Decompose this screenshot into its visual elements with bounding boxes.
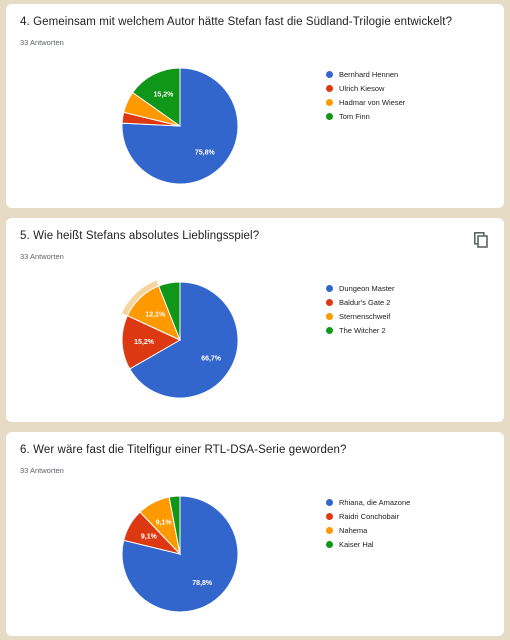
legend-item[interactable]: Baldur's Gate 2 — [326, 296, 394, 308]
legend-swatch — [326, 498, 333, 506]
legend-item[interactable]: Sternenschweif — [326, 310, 394, 322]
slice-label: 9,1% — [156, 520, 173, 527]
pie-chart: 66,7% 15,2% 12,1% — [121, 280, 239, 399]
legend-item[interactable]: Dungeon Master — [326, 282, 394, 294]
legend-swatch — [326, 112, 333, 120]
legend-item[interactable]: Nahema — [326, 524, 410, 536]
chart-legend: Rhiana, die Amazone Raidri Conchobair Nahe… — [326, 496, 410, 552]
slice-highlight — [121, 280, 159, 316]
chart-legend: Bernhard Hennen Ulrich Kiesow Hadmar von W… — [326, 68, 405, 124]
pie-slice[interactable] — [129, 281, 239, 399]
legend-item[interactable]: Ulrich Kiesow — [326, 82, 405, 94]
legend-swatch — [326, 70, 333, 78]
legend-label: Baldur's Gate 2 — [339, 297, 391, 307]
response-count: 33 Antworten — [20, 466, 64, 475]
legend-item[interactable]: Hadmar von Wieser — [326, 96, 405, 108]
legend-swatch — [326, 84, 333, 92]
legend-label: Kaiser Hal — [339, 539, 374, 549]
legend-swatch — [326, 512, 333, 520]
question-title: 6. Wer wäre fast die Titelfigur einer RT… — [20, 444, 347, 456]
legend-label: Dungeon Master — [339, 283, 395, 293]
legend-swatch — [326, 98, 333, 106]
question-title: 5. Wie heißt Stefans absolutes Lieblings… — [20, 230, 260, 242]
slice-label: 78,8% — [192, 580, 213, 587]
slice-label: 15,2% — [134, 339, 155, 346]
slice-label: 15,2% — [154, 92, 175, 99]
pie-slice[interactable] — [121, 314, 182, 370]
legend-swatch — [326, 284, 333, 292]
legend-label: Rhiana, die Amazone — [339, 497, 411, 507]
legend-label: Raidri Conchobair — [339, 511, 400, 521]
legend-label: Hadmar von Wieser — [339, 97, 406, 107]
legend-label: Nahema — [339, 525, 368, 535]
slice-label: 75,8% — [195, 150, 216, 157]
pie-chart: 78,8% 9,1% 9,1% — [121, 495, 239, 613]
question-card-6: 6. Wer wäre fast die Titelfigur einer RT… — [6, 432, 504, 636]
legend-item[interactable]: Bernhard Hennen — [326, 68, 405, 80]
legend-label: Sternenschweif — [339, 311, 391, 321]
legend-label: Ulrich Kiesow — [339, 83, 385, 93]
pie-slice[interactable] — [157, 281, 181, 341]
legend-swatch — [326, 312, 333, 320]
legend-swatch — [326, 540, 333, 548]
legend-swatch — [326, 326, 333, 334]
legend-label: The Witcher 2 — [339, 325, 386, 335]
legend-item[interactable]: Tom Finn — [326, 110, 405, 122]
legend-item[interactable]: Raidri Conchobair — [326, 510, 410, 522]
legend-label: Bernhard Hennen — [339, 69, 399, 79]
pie-slice[interactable] — [121, 495, 239, 613]
question-card-4: 4. Gemeinsam mit welchem Autor hätte Ste… — [6, 4, 504, 208]
chart-legend: Dungeon Master Baldur's Gate 2 Sternenschw… — [326, 282, 394, 338]
slice-label: 9,1% — [141, 533, 158, 540]
pie-slice[interactable] — [131, 67, 181, 127]
pie-chart: 75,8% 15,2% — [121, 67, 239, 185]
legend-swatch — [326, 526, 333, 534]
slice-label: 12,1% — [145, 311, 166, 318]
slice-label: 66,7% — [201, 356, 222, 363]
pie-slice[interactable] — [168, 495, 181, 555]
response-count: 33 Antworten — [20, 38, 64, 47]
legend-swatch — [326, 298, 333, 306]
legend-item[interactable]: The Witcher 2 — [326, 324, 394, 336]
legend-label: Tom Finn — [339, 111, 370, 121]
legend-item[interactable]: Rhiana, die Amazone — [326, 496, 410, 508]
question-title: 4. Gemeinsam mit welchem Autor hätte Ste… — [20, 16, 453, 28]
response-count: 33 Antworten — [20, 252, 64, 261]
question-card-5: 5. Wie heißt Stefans absolutes Lieblings… — [6, 218, 504, 422]
legend-item[interactable]: Kaiser Hal — [326, 538, 410, 550]
copy-icon[interactable] — [474, 232, 488, 248]
